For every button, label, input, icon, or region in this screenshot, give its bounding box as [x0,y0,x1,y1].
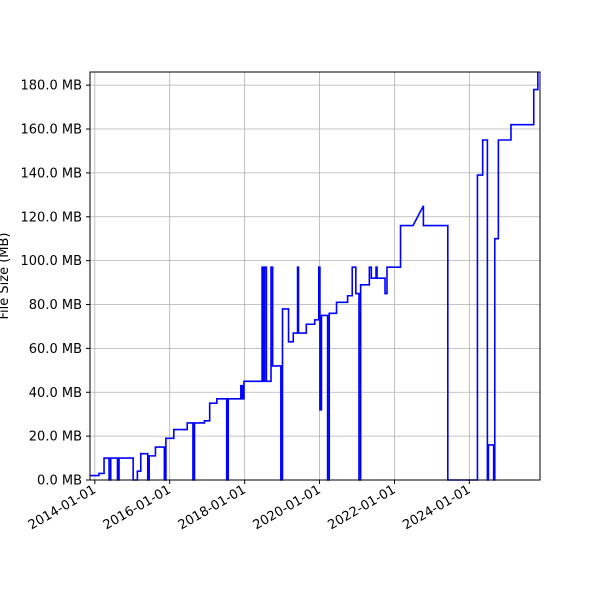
x-tick-label: 2020-01-01 [251,482,324,533]
series-line [90,72,539,481]
y-tick-label: 40.0 MB [29,386,82,401]
x-tick-label: 2014-01-01 [26,482,99,533]
y-tick-label: 180.0 MB [21,79,82,94]
y-tick-label: 100.0 MB [21,254,82,269]
plot-frame [89,71,541,481]
x-tick-label: 2022-01-01 [326,482,399,533]
y-tick-label: 80.0 MB [29,298,82,313]
y-tick-label: 120.0 MB [21,210,82,225]
y-axis-label: File Size (MB) [0,233,12,320]
y-axis: 0.0 MB 20.0 MB 40.0 MB 60.0 MB 80.0 MB 100.0 … [21,79,90,489]
grid [90,72,540,481]
x-axis: 2014-01-01 2016-01-01 2018-01-01 2020-01-01… [26,480,473,533]
y-tick-label: 60.0 MB [29,342,82,357]
y-tick-label: 0.0 MB [37,474,82,489]
y-tick-label: 140.0 MB [21,166,82,181]
y-tick-label: 20.0 MB [29,430,82,445]
y-tick-label: 160.0 MB [21,123,82,138]
x-tick-label: 2018-01-01 [176,482,249,533]
x-tick-label: 2024-01-01 [400,482,473,533]
data-series [90,72,539,481]
x-tick-label: 2016-01-01 [101,482,174,533]
